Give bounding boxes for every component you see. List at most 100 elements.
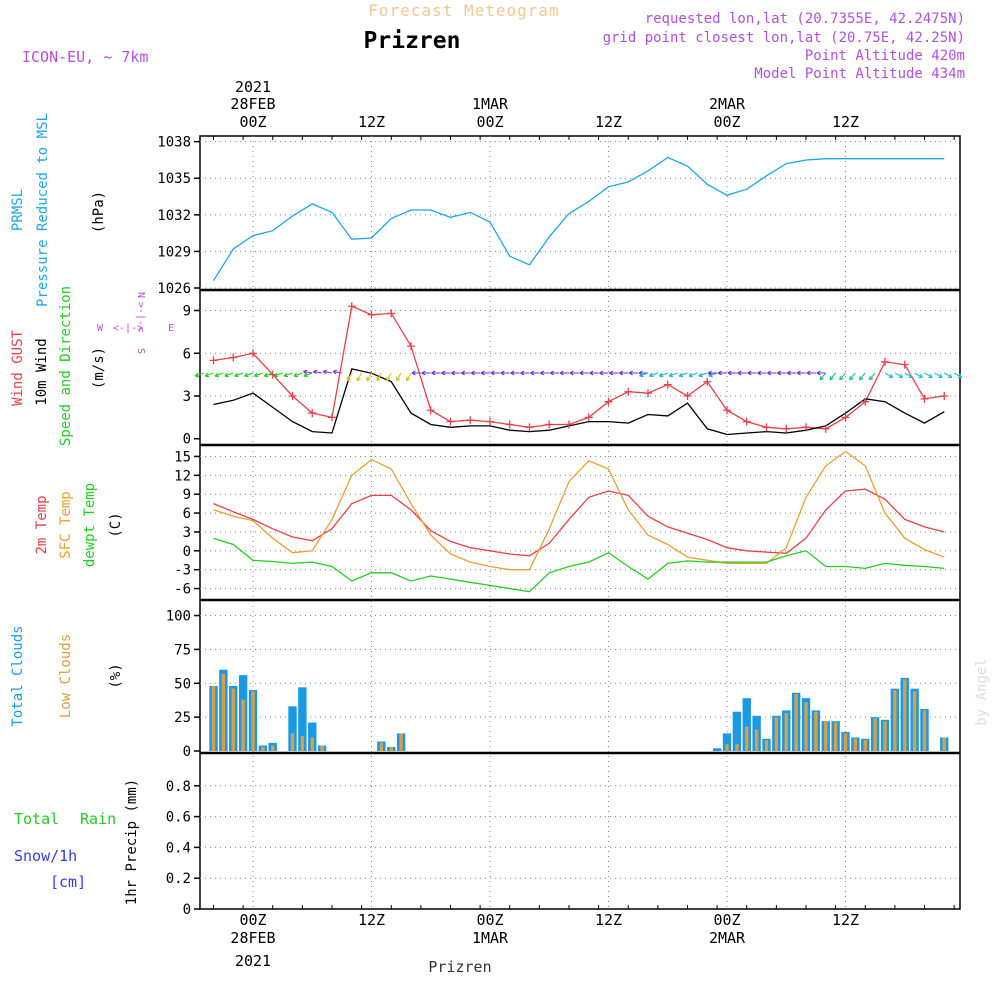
wind-arrow	[698, 372, 708, 378]
temp-unit: (C)	[108, 512, 124, 537]
y-tick-label: 1032	[157, 208, 191, 224]
wind-arrow	[460, 370, 471, 376]
wind-arrow	[500, 370, 510, 376]
low-cloud-bar	[310, 737, 314, 751]
wind-arrow	[303, 372, 313, 378]
wind-arrow	[539, 370, 550, 376]
wind-arrow	[767, 370, 777, 376]
y-tick-label: 25	[174, 710, 191, 726]
wind-arrow	[796, 370, 806, 376]
gust-marker	[762, 423, 771, 432]
y-tick-label: 0.2	[166, 871, 191, 887]
y-tick-label: 0	[183, 902, 191, 918]
gust-marker	[525, 423, 534, 432]
total-cloud-bar	[722, 733, 732, 751]
wind-arrow	[589, 370, 599, 376]
total-cloud-bar	[732, 711, 742, 751]
wind-arrow	[386, 372, 392, 382]
precip-label-total: Total	[14, 810, 59, 828]
pressure-label-2: Pressure Reduced to MSL	[35, 113, 51, 307]
chart-subtitle: Forecast Meteogram	[368, 1, 559, 20]
y-tick-label: 0.6	[166, 810, 191, 826]
low-cloud-bar	[824, 721, 828, 751]
wind-arrow	[569, 370, 579, 376]
wind-arrow	[914, 372, 923, 379]
wind-arrow	[579, 370, 589, 376]
precip-label-snow: Snow/1h	[14, 847, 77, 865]
y-tick-label: 1038	[157, 135, 191, 151]
wind-arrow	[530, 370, 540, 376]
top-hour-label: 12Z	[358, 113, 385, 131]
series-line-wind-gust	[213, 305, 945, 430]
compass-n: N	[135, 292, 146, 298]
cloud-labels: Total Clouds Low Clouds (%)	[10, 625, 124, 726]
bottom-hour-label: 00Z	[713, 911, 740, 929]
outer-frame	[199, 135, 961, 910]
bottom-hour-label: 00Z	[476, 911, 503, 929]
chart-title: Prizren	[364, 28, 461, 54]
wind-arrow	[234, 372, 244, 378]
y-tick-label: 1035	[157, 171, 191, 187]
compass-s: S	[135, 348, 146, 354]
series-line-prmsl	[212, 156, 945, 282]
y-tick-label: 9	[183, 487, 191, 503]
temp-label-dewpt: dewpt Temp	[82, 483, 98, 567]
cloud-unit: (%)	[108, 663, 124, 688]
low-cloud-bar	[221, 673, 226, 751]
gust-marker	[426, 406, 435, 415]
gust-marker	[308, 409, 317, 418]
wind-label-gust: Wind GUST	[10, 330, 26, 406]
wind-arrow	[254, 372, 264, 378]
gust-marker	[446, 417, 455, 426]
wind-arrow	[204, 372, 214, 378]
y-tick-label: 75	[174, 642, 191, 658]
gust-marker	[505, 420, 514, 429]
wind-arrow	[214, 372, 224, 378]
wind-arrow	[441, 370, 451, 376]
top-hour-label: 00Z	[239, 113, 266, 131]
y-tick-label: 0.4	[166, 840, 191, 856]
gust-marker	[663, 380, 672, 389]
low-cloud-bar	[754, 729, 759, 751]
precip-labels: Total Rain Snow/1h [cm] 1hr Precip (mm)	[14, 779, 140, 905]
gust-marker	[881, 357, 889, 366]
low-cloud-bar	[893, 690, 897, 751]
wind-arrow	[376, 372, 382, 382]
wind-arrow	[520, 370, 530, 376]
wind-arrow	[405, 372, 412, 382]
low-cloud-bar	[290, 733, 295, 751]
wind-arrow	[776, 370, 787, 376]
bottom-hour-label: 12Z	[832, 911, 859, 929]
wind-arrow	[283, 372, 293, 378]
compass-e: E	[168, 323, 174, 334]
low-cloud-bar	[833, 722, 838, 751]
precip-label-rain: Rain	[80, 810, 116, 828]
y-ticks: 102610291032103510380369-6-3036912150255…	[157, 135, 955, 918]
wind-arrow	[470, 370, 481, 376]
series-line-10m-wind	[213, 368, 945, 436]
bottom-date-label: 28FEB	[230, 929, 275, 947]
low-cloud-bar	[251, 691, 255, 751]
y-tick-label: 9	[183, 304, 191, 320]
gust-marker	[723, 406, 731, 415]
temp-labels: 2m Temp SFC Temp dewpt Temp (C)	[34, 483, 124, 567]
wind-arrow	[816, 370, 826, 376]
gust-marker	[387, 309, 396, 318]
gust-marker	[920, 394, 929, 403]
wind-arrow	[618, 370, 629, 376]
temp-label-2m: 2m Temp	[34, 495, 50, 554]
wind-arrow	[727, 370, 737, 376]
low-cloud-bar	[784, 713, 788, 751]
low-cloud-bar	[794, 694, 798, 751]
y-tick-label: 0	[183, 544, 191, 560]
gust-marker	[821, 424, 830, 433]
gust-marker	[604, 397, 613, 406]
gust-markers	[209, 302, 949, 433]
precip-unit: 1hr Precip (mm)	[124, 779, 140, 905]
gust-marker	[288, 391, 297, 400]
temp-label-sfc: SFC Temp	[58, 491, 74, 558]
top-year: 2021	[235, 78, 271, 96]
info-altitude: Point Altitude 420m	[805, 48, 965, 64]
